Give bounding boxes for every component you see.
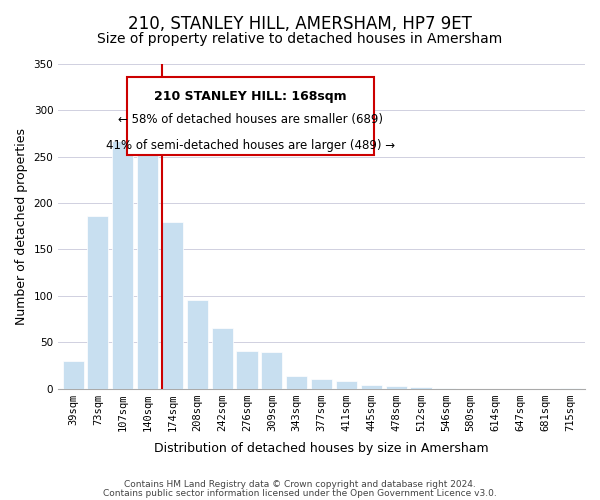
Bar <box>410 386 431 388</box>
Bar <box>88 216 109 388</box>
Bar <box>162 222 183 388</box>
Text: Contains HM Land Registry data © Crown copyright and database right 2024.: Contains HM Land Registry data © Crown c… <box>124 480 476 489</box>
Bar <box>236 352 257 389</box>
Text: Contains public sector information licensed under the Open Government Licence v3: Contains public sector information licen… <box>103 488 497 498</box>
Text: 210 STANLEY HILL: 168sqm: 210 STANLEY HILL: 168sqm <box>154 90 347 103</box>
Bar <box>336 381 357 388</box>
Bar <box>386 386 407 388</box>
Bar <box>187 300 208 388</box>
Text: ← 58% of detached houses are smaller (689): ← 58% of detached houses are smaller (68… <box>118 112 383 126</box>
Bar <box>62 360 83 388</box>
Bar <box>311 380 332 388</box>
Bar <box>137 154 158 388</box>
X-axis label: Distribution of detached houses by size in Amersham: Distribution of detached houses by size … <box>154 442 489 455</box>
Bar <box>112 141 133 388</box>
Bar <box>262 352 283 388</box>
FancyBboxPatch shape <box>127 77 374 155</box>
Text: 41% of semi-detached houses are larger (489) →: 41% of semi-detached houses are larger (… <box>106 138 395 151</box>
Text: 210, STANLEY HILL, AMERSHAM, HP7 9ET: 210, STANLEY HILL, AMERSHAM, HP7 9ET <box>128 15 472 33</box>
Bar <box>361 385 382 388</box>
Y-axis label: Number of detached properties: Number of detached properties <box>15 128 28 325</box>
Bar <box>212 328 233 388</box>
Text: Size of property relative to detached houses in Amersham: Size of property relative to detached ho… <box>97 32 503 46</box>
Bar <box>286 376 307 388</box>
